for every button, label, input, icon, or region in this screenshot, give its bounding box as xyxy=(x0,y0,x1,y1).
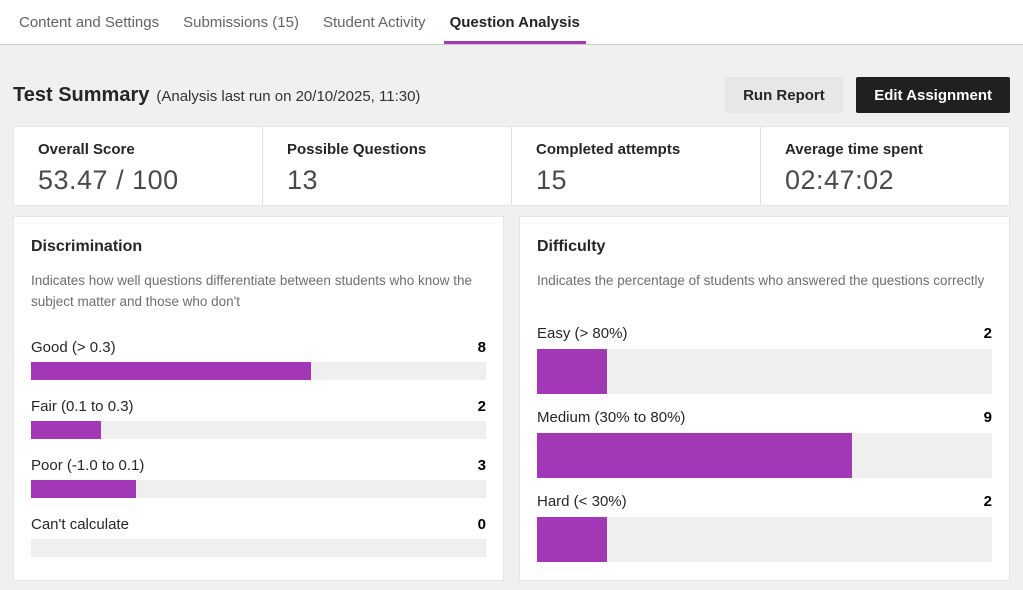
bar-fill xyxy=(31,421,101,439)
stat-value: 13 xyxy=(287,165,319,195)
stat-label: Possible Questions xyxy=(287,141,427,158)
bar-row-good-0-3: Good (> 0.3) 8 xyxy=(31,339,486,380)
panel-discrimination: Discrimination Indicates how well questi… xyxy=(13,216,504,581)
header-actions: Run Report Edit Assignment xyxy=(725,77,1010,113)
bar-count: 2 xyxy=(983,493,992,510)
stat-label: Overall Score xyxy=(38,141,135,158)
bar-rows: Good (> 0.3) 8 Fair (0.1 to 0.3) 2 Poor … xyxy=(31,339,486,557)
bar-count: 8 xyxy=(477,339,486,356)
stat-value: 02:47:02 xyxy=(785,165,895,195)
stat-label: Completed attempts xyxy=(536,141,681,158)
stat-card-possible-questions: Possible Questions 13 xyxy=(262,127,511,205)
tab-bar: Content and Settings Submissions (15) Stud… xyxy=(0,0,1023,45)
stat-card-overall-score: Overall Score 53.47 / 100 xyxy=(14,127,262,205)
bar-track xyxy=(31,362,486,380)
bar-label: Can't calculate xyxy=(31,516,129,533)
bar-fill xyxy=(537,349,607,394)
bar-track xyxy=(537,433,992,478)
bar-track xyxy=(31,421,486,439)
bar-track xyxy=(537,349,992,394)
bar-count: 3 xyxy=(477,457,486,474)
panel-title: Discrimination xyxy=(31,238,143,255)
bar-row-medium-30-to-80: Medium (30% to 80%) 9 xyxy=(537,409,992,478)
stat-card-completed-attempts: Completed attempts 15 xyxy=(511,127,760,205)
bar-track xyxy=(537,517,992,562)
panel-description: Indicates the percentage of students who… xyxy=(537,273,985,288)
bar-fill xyxy=(537,433,852,478)
bar-label: Medium (30% to 80%) xyxy=(537,409,686,426)
stat-value: 53.47 / 100 xyxy=(38,165,179,195)
stat-value: 15 xyxy=(536,165,568,195)
bar-count: 2 xyxy=(983,325,992,342)
bar-label: Easy (> 80%) xyxy=(537,325,628,342)
bar-label: Good (> 0.3) xyxy=(31,339,116,356)
bar-row-fair-0-1-to-0-3: Fair (0.1 to 0.3) 2 xyxy=(31,398,486,439)
page-body: Test Summary (Analysis last run on 20/10… xyxy=(0,77,1023,581)
tab-question-analysis[interactable]: Question Analysis xyxy=(443,0,586,44)
bar-row-hard-30: Hard (< 30%) 2 xyxy=(537,493,992,562)
tab-content-and-settings[interactable]: Content and Settings xyxy=(13,0,165,44)
stat-label: Average time spent xyxy=(785,141,923,158)
bar-fill xyxy=(537,517,607,562)
bar-track xyxy=(31,480,486,498)
bar-label: Fair (0.1 to 0.3) xyxy=(31,398,134,415)
edit-assignment-button[interactable]: Edit Assignment xyxy=(856,77,1010,113)
title-group: Test Summary (Analysis last run on 20/10… xyxy=(13,84,420,107)
panel-title: Difficulty xyxy=(537,238,606,255)
bar-rows: Easy (> 80%) 2 Medium (30% to 80%) 9 Har… xyxy=(537,325,992,562)
panel-difficulty: Difficulty Indicates the percentage of s… xyxy=(519,216,1010,581)
bar-fill xyxy=(31,362,311,380)
bar-track xyxy=(31,539,486,557)
bar-row-poor-1-0-to-0-1: Poor (-1.0 to 0.1) 3 xyxy=(31,457,486,498)
panel-description: Indicates how well questions differentia… xyxy=(31,273,473,309)
stat-card-average-time-spent: Average time spent 02:47:02 xyxy=(760,127,1009,205)
summary-stats-row: Overall Score 53.47 / 100 Possible Quest… xyxy=(13,126,1010,206)
bar-fill xyxy=(31,480,136,498)
bar-count: 9 xyxy=(983,409,992,426)
bar-label: Hard (< 30%) xyxy=(537,493,627,510)
page-title: Test Summary xyxy=(13,83,150,106)
bar-count: 2 xyxy=(477,398,486,415)
bar-count: 0 xyxy=(477,516,486,533)
bar-row-easy-80: Easy (> 80%) 2 xyxy=(537,325,992,394)
bar-label: Poor (-1.0 to 0.1) xyxy=(31,457,145,474)
header-row: Test Summary (Analysis last run on 20/10… xyxy=(13,77,1010,113)
analysis-panels: Discrimination Indicates how well questi… xyxy=(13,216,1010,581)
run-report-button[interactable]: Run Report xyxy=(725,77,843,113)
analysis-last-run-note: (Analysis last run on 20/10/2025, 11:30) xyxy=(156,87,421,105)
tab-student-activity[interactable]: Student Activity xyxy=(317,0,432,44)
tab-submissions-15[interactable]: Submissions (15) xyxy=(177,0,305,44)
bar-row-can-t-calculate: Can't calculate 0 xyxy=(31,516,486,557)
